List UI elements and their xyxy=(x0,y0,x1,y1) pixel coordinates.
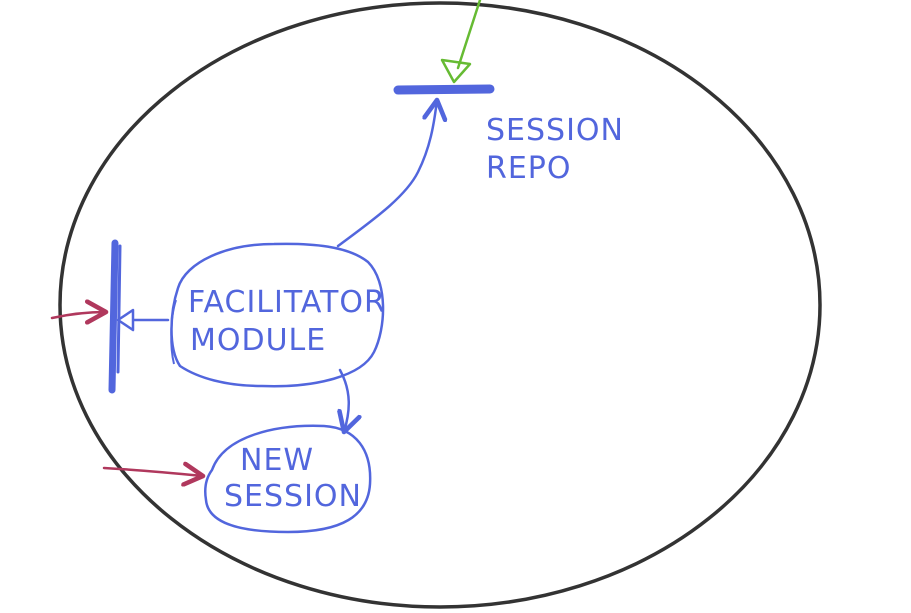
session-repo-label-line1: SESSION xyxy=(486,113,624,148)
external-input-arrow-new-session xyxy=(102,468,203,476)
left-port xyxy=(108,239,122,394)
facilitator-module-label-line1: FACILITATOR xyxy=(188,285,386,320)
facilitator-to-port-arrow xyxy=(116,308,170,332)
external-input-arrow-port xyxy=(50,312,106,318)
new-session-label-line1: NEW xyxy=(240,443,314,478)
session-repo-label: SESSION REPO xyxy=(486,113,635,186)
facilitator-to-repo-arrow xyxy=(336,100,437,248)
session-repo-label-line2: REPO xyxy=(486,151,572,186)
facilitator-module-node xyxy=(170,242,385,388)
system-boundary xyxy=(58,1,822,609)
facilitator-module-label: FACILITATOR MODULE xyxy=(188,285,396,358)
new-session-label-line2: SESSION xyxy=(224,479,362,514)
new-session-label: NEW SESSION xyxy=(224,443,362,514)
session-repo-port xyxy=(393,84,495,95)
facilitator-module-node-extra-stroke xyxy=(170,299,177,365)
facilitator-module-label-line2: MODULE xyxy=(190,323,326,358)
new-session-node xyxy=(204,424,372,534)
external-top-arrow xyxy=(440,0,482,84)
facilitator-to-new-session-arrow xyxy=(340,368,349,432)
